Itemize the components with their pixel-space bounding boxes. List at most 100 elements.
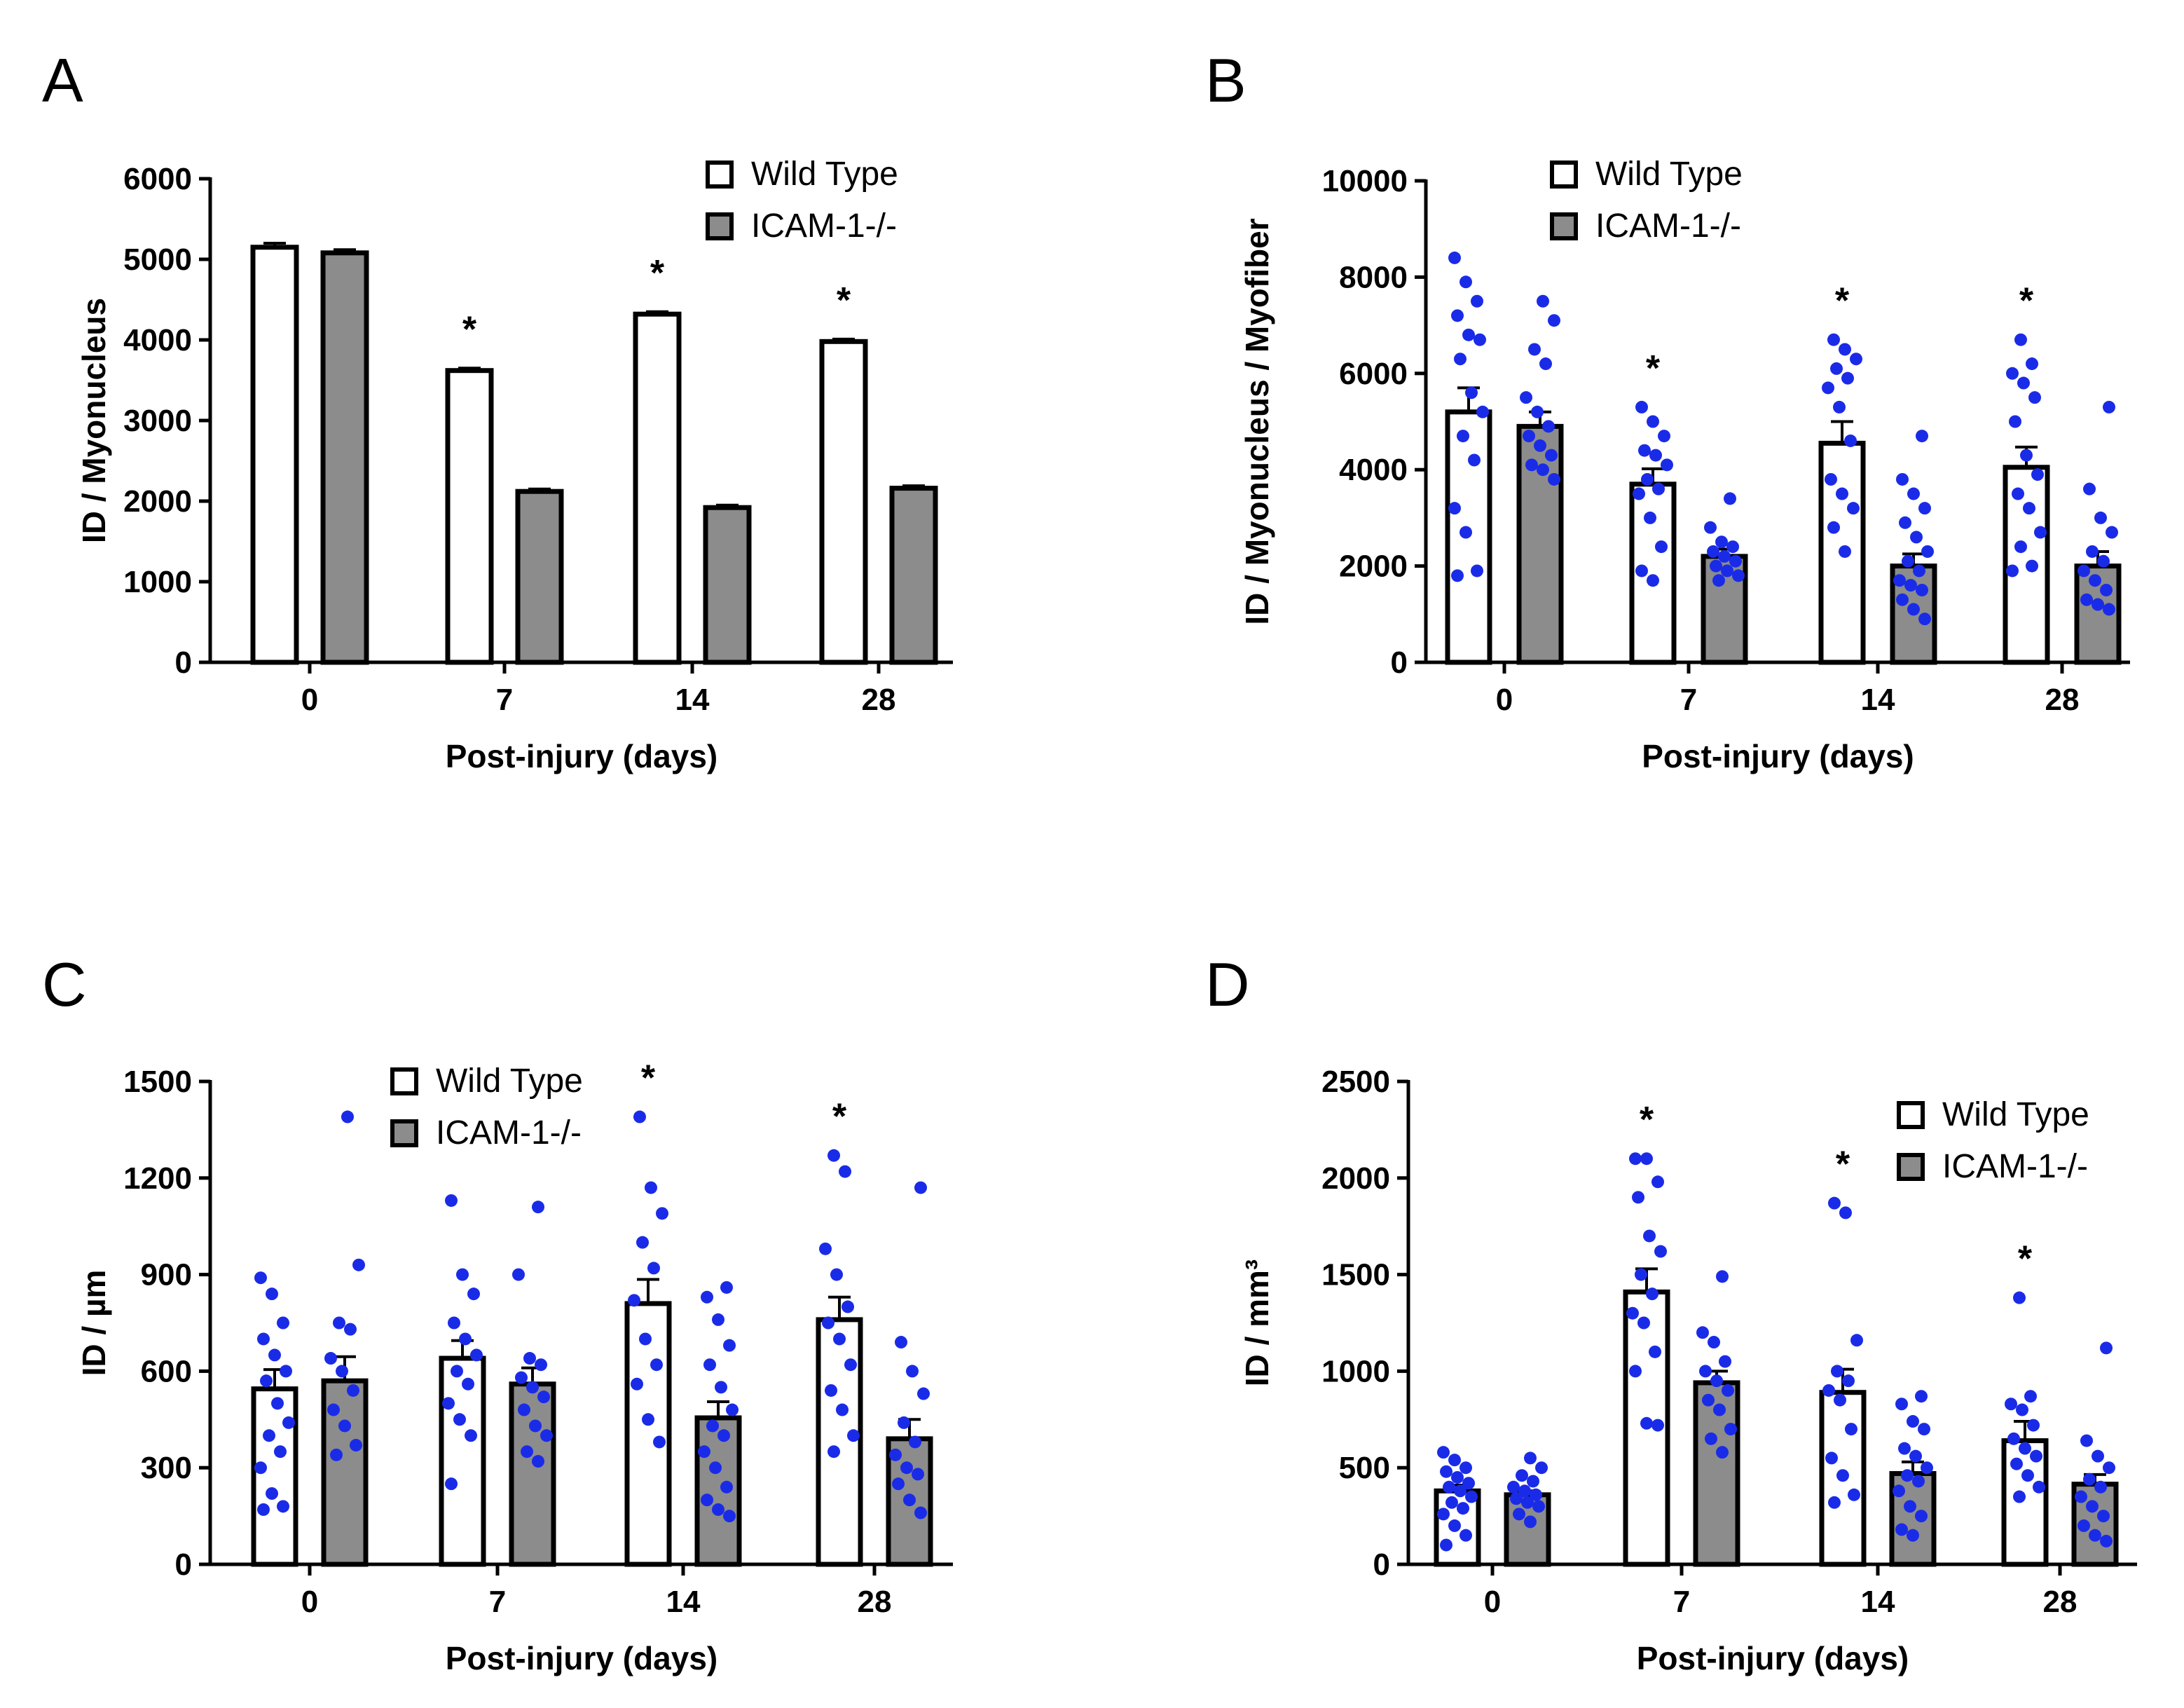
- panel-a: A 0 1000 2000 3000 4000 5000 6000 0 7 14 28 Post-inj…: [42, 46, 953, 774]
- data-point: [1904, 579, 1917, 592]
- bar-icam-1--day-0: [320, 250, 369, 665]
- data-point: [1841, 371, 1854, 385]
- legend-label: ICAM-1-/-: [436, 1114, 582, 1152]
- data-point: [1534, 439, 1546, 452]
- data-point: [1724, 492, 1736, 505]
- data-point: [715, 1381, 727, 1394]
- data-point: [1440, 1538, 1452, 1552]
- data-point: [906, 1365, 919, 1378]
- y-tick-label: 1000: [1321, 1354, 1390, 1388]
- data-point: [336, 1365, 348, 1378]
- data-point: [1902, 554, 1914, 568]
- bar-icam-1--day-14: [694, 1415, 742, 1567]
- data-point: [470, 1348, 483, 1362]
- data-point: [1454, 1484, 1467, 1498]
- data-point: [2100, 1341, 2113, 1355]
- data-point: [1445, 1496, 1458, 1509]
- data-point: [650, 1358, 663, 1372]
- legend-label: ICAM-1-/-: [751, 207, 897, 245]
- data-point: [1844, 434, 1857, 447]
- data-point: [2103, 1461, 2115, 1475]
- data-point: [1638, 444, 1651, 457]
- data-point: [1468, 453, 1481, 467]
- panel-letter: C: [42, 950, 87, 1019]
- data-point: [847, 1429, 860, 1442]
- data-point: [1460, 1461, 1472, 1475]
- data-point: [1713, 1403, 1726, 1416]
- data-point: [636, 1236, 649, 1249]
- data-point: [1633, 487, 1645, 500]
- data-point: [1907, 487, 1920, 500]
- y-tick-label: 6000: [123, 162, 192, 196]
- data-point: [895, 1336, 907, 1349]
- data-point: [1699, 1365, 1712, 1378]
- data-point: [1652, 482, 1665, 496]
- data-point: [1658, 430, 1670, 443]
- legend-swatch-wild-type: [706, 160, 734, 189]
- data-point: [1845, 1423, 1857, 1436]
- data-point: [2013, 1490, 2026, 1503]
- bar-wild-type-day-28: [819, 339, 868, 665]
- data-point: [338, 1419, 351, 1433]
- data-point: [2080, 1434, 2093, 1447]
- data-point: [825, 1384, 837, 1397]
- data-point: [1510, 1492, 1523, 1505]
- data-point: [2083, 1473, 2096, 1486]
- data-point: [2100, 583, 2113, 596]
- data-point: [1708, 1336, 1720, 1349]
- legend-label: Wild Type: [1942, 1096, 2089, 1133]
- data-point: [1893, 1484, 1905, 1498]
- data-point: [515, 1371, 528, 1384]
- data-point: [1524, 1451, 1537, 1465]
- data-point: [456, 1268, 469, 1281]
- data-point: [324, 1352, 337, 1365]
- y-tick-label: 2000: [123, 484, 192, 519]
- data-point: [631, 1377, 643, 1391]
- data-point: [1901, 1469, 1914, 1482]
- x-tick-label: 28: [858, 1585, 892, 1619]
- data-point: [1548, 314, 1560, 327]
- data-point: [1822, 1384, 1835, 1397]
- data-point: [282, 1416, 295, 1429]
- data-point: [645, 1181, 657, 1194]
- data-point: [2012, 487, 2024, 500]
- x-tick-label: 14: [1861, 683, 1895, 717]
- data-point: [1643, 1229, 1656, 1243]
- data-point: [822, 1316, 835, 1330]
- data-point: [827, 1445, 840, 1458]
- data-point: [537, 1391, 550, 1404]
- data-point: [260, 1374, 273, 1388]
- data-point: [271, 1397, 284, 1410]
- data-point: [1635, 1268, 1647, 1281]
- data-point: [2031, 468, 2044, 481]
- bar-wild-type-day-7: [439, 1355, 486, 1567]
- y-tick-label: 1200: [123, 1161, 192, 1196]
- data-point: [266, 1487, 278, 1500]
- data-point: [1476, 405, 1489, 418]
- data-point: [2034, 526, 2047, 539]
- data-point: [254, 1271, 267, 1285]
- bar-icam-1--day-14: [703, 505, 752, 665]
- data-point: [1440, 1465, 1452, 1478]
- data-point: [2017, 376, 2030, 390]
- y-axis-title: ID / Myonucleus: [76, 298, 112, 543]
- data-point: [2030, 1449, 2042, 1463]
- data-point: [1460, 275, 1472, 289]
- data-point: [1637, 1316, 1650, 1330]
- data-point: [1521, 1496, 1534, 1509]
- data-point: [1830, 362, 1843, 375]
- data-point: [327, 1403, 340, 1416]
- data-point: [2020, 449, 2033, 462]
- data-point: [1848, 1488, 1860, 1501]
- data-point: [914, 1506, 927, 1519]
- significance-asterisk: *: [2019, 281, 2034, 322]
- significance-asterisk: *: [1646, 348, 1661, 389]
- data-point: [2014, 333, 2027, 346]
- data-point: [827, 1149, 840, 1162]
- data-point: [1705, 1432, 1717, 1445]
- data-point: [1704, 521, 1717, 534]
- data-point: [1729, 554, 1742, 568]
- data-point: [2007, 1432, 2020, 1445]
- y-tick-label: 2000: [1321, 1161, 1390, 1196]
